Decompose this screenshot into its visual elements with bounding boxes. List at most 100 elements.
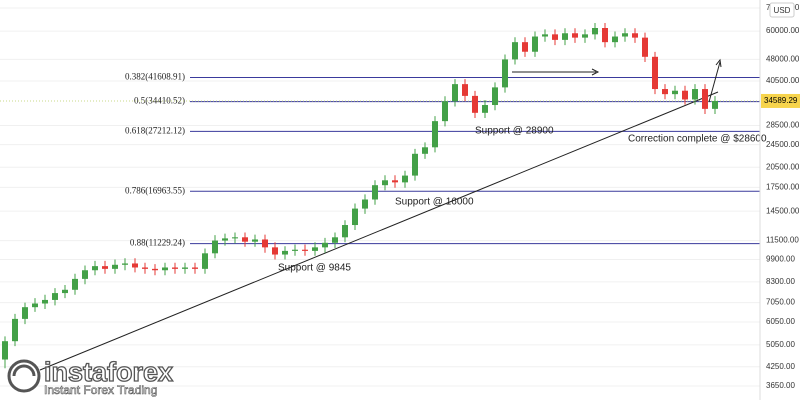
candle-body <box>202 253 208 269</box>
candle-body <box>602 28 608 43</box>
y-tick-label: 3650.00 <box>766 381 795 390</box>
watermark: instaforex Instant Forex Trading <box>7 356 174 397</box>
candle-body <box>392 180 398 183</box>
candle-body <box>692 89 698 100</box>
annotation: Correction complete @ $28600 <box>628 134 767 145</box>
candle-body <box>272 247 278 255</box>
candle-body <box>522 42 528 52</box>
candle-body <box>32 303 38 308</box>
candle-body <box>82 270 88 279</box>
y-tick-label: 24500.00 <box>766 140 800 149</box>
y-axis: 72000.0060000.0048000.0040500.0028500.00… <box>761 3 800 390</box>
candle-body <box>262 239 268 248</box>
candle-body <box>642 37 648 57</box>
annotations: Support @ 28900 Support @ 16000 Support @ … <box>278 126 767 274</box>
candle-body <box>212 240 218 254</box>
candle-body <box>622 33 628 37</box>
y-tick-label: 60000.00 <box>766 26 800 35</box>
candle-body <box>12 318 18 342</box>
candle-body <box>62 289 68 294</box>
y-tick-label: 5050.00 <box>766 340 795 349</box>
candle-body <box>222 238 228 241</box>
candle-body <box>672 90 678 95</box>
candle-body <box>482 105 488 113</box>
candle-body <box>252 239 258 242</box>
candle-body <box>572 33 578 38</box>
y-tick-label: 17500.00 <box>766 182 800 191</box>
candle-body <box>172 267 178 269</box>
annotation: Support @ 16000 <box>395 197 474 208</box>
candle-body <box>322 242 328 248</box>
y-tick-label: 11500.00 <box>766 236 799 245</box>
y-tick-label: 14500.00 <box>766 206 800 215</box>
candle-body <box>492 87 498 106</box>
arrows <box>512 58 722 103</box>
candle-body <box>352 208 358 226</box>
grid <box>0 7 760 387</box>
candle-body <box>462 84 468 96</box>
y-tick-label: 4250.00 <box>766 362 795 371</box>
arrow <box>708 61 721 103</box>
candle-body <box>342 225 348 238</box>
candle-body <box>512 42 518 60</box>
candle-body <box>2 341 8 360</box>
y-tick-label: 6050.00 <box>766 317 795 326</box>
candle-body <box>612 36 618 43</box>
candle-body <box>232 237 238 239</box>
candle-body <box>92 266 98 271</box>
candle-body <box>242 237 248 242</box>
candle-body <box>592 28 598 35</box>
logo-brand: instaforex <box>44 357 173 387</box>
y-tick-label: 7050.00 <box>766 298 795 307</box>
candle-body <box>502 59 508 88</box>
candle-body <box>472 95 478 113</box>
y-tick-label: 9900.00 <box>766 255 795 264</box>
candle-body <box>712 100 718 109</box>
y-tick-label: 28500.00 <box>766 121 800 130</box>
candle-body <box>382 180 388 186</box>
candles <box>2 23 718 369</box>
arrow-head <box>591 68 600 76</box>
candle-body <box>702 89 708 109</box>
candle-body <box>152 268 158 271</box>
y-tick-label: 40500.00 <box>766 76 800 85</box>
candle-body <box>652 56 658 90</box>
candle-body <box>282 250 288 255</box>
candle-body <box>142 267 148 269</box>
candle-body <box>22 307 28 319</box>
candle-body <box>302 249 308 251</box>
candle-body <box>562 33 568 40</box>
candle-body <box>112 264 118 269</box>
logo-icon-arc <box>12 364 36 377</box>
candle-body <box>582 34 588 38</box>
candle-body <box>682 90 688 100</box>
last-price-box <box>761 93 800 108</box>
candle-body <box>332 237 338 243</box>
candle-body <box>312 247 318 251</box>
candle-body <box>102 266 108 269</box>
currency-box <box>769 2 795 18</box>
fib-label: 0.786(16963.55) <box>125 185 185 195</box>
fib-label: 0.88(11229.24) <box>130 238 185 248</box>
candle-body <box>632 33 638 38</box>
candle-body <box>452 84 458 102</box>
candle-body <box>412 153 418 176</box>
candle-body <box>132 263 138 268</box>
last-price-label: 34589.29 <box>764 96 798 105</box>
candle-body <box>162 267 168 271</box>
candle-body <box>402 175 408 183</box>
fib-label: 0.618(27212.12) <box>125 125 185 135</box>
candle-body <box>122 263 128 265</box>
y-tick-label: 8300.00 <box>766 277 795 286</box>
arrow-head <box>715 58 722 68</box>
candle-body <box>662 89 668 95</box>
candle-body <box>292 249 298 251</box>
candle-body <box>192 267 198 269</box>
candle-body <box>532 36 538 52</box>
candle-body <box>542 34 548 37</box>
currency-label: USD <box>774 6 791 15</box>
logo-tagline: Instant Forex Trading <box>44 383 157 397</box>
candle-body <box>422 147 428 154</box>
